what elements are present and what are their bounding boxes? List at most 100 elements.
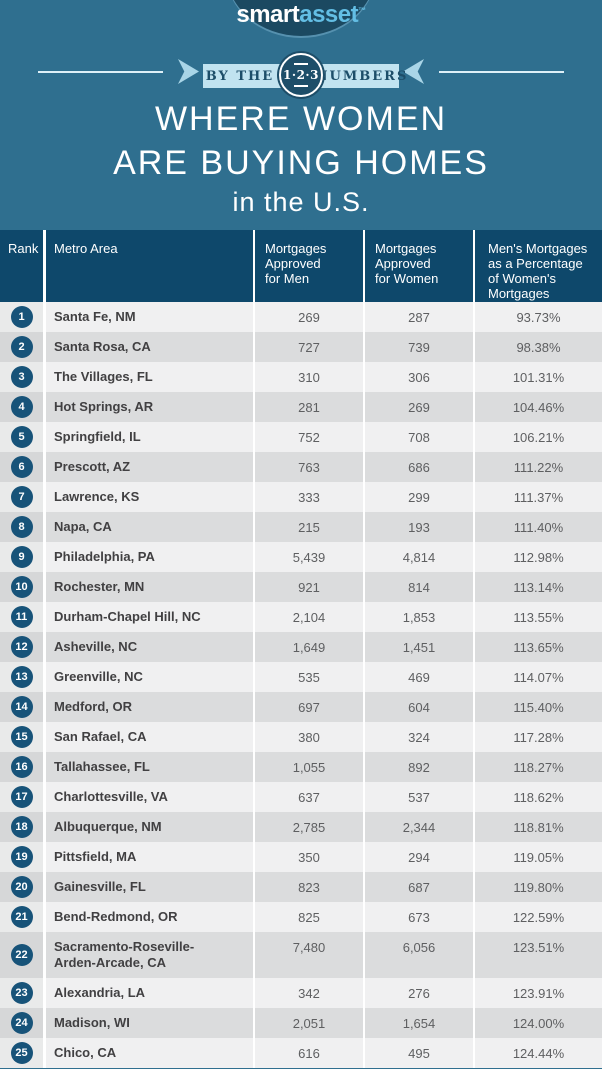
- mortgages-women-cell: 686: [365, 452, 473, 482]
- rank-badge: 8: [10, 516, 33, 538]
- mortgages-men-cell: 535: [255, 662, 363, 692]
- mortgages-women-cell: 1,654: [365, 1008, 473, 1038]
- mortgages-women-cell: 193: [365, 512, 473, 542]
- mortgages-women-cell: 324: [365, 722, 473, 752]
- mortgages-men-cell: 215: [255, 512, 363, 542]
- mortgages-men-cell: 333: [255, 482, 363, 512]
- rank-cell: 24: [0, 1008, 43, 1038]
- rank-badge: 22: [10, 944, 33, 966]
- rank-cell: 8: [0, 512, 43, 542]
- rank-badge: 20: [10, 876, 33, 898]
- rank-cell: 1: [0, 302, 43, 332]
- mortgages-men-cell: 350: [255, 842, 363, 872]
- pct-cell: 112.98%: [475, 542, 602, 572]
- rank-cell: 19: [0, 842, 43, 872]
- mortgages-women-cell: 306: [365, 362, 473, 392]
- metro-area-cell: Gainesville, FL: [46, 872, 253, 902]
- rank-badge: 14: [10, 696, 33, 718]
- rank-badge: 18: [10, 816, 33, 838]
- smartasset-logo: smartasset™: [226, 0, 376, 36]
- metro-area-cell: Madison, WI: [46, 1008, 253, 1038]
- metro-area-cell: Tallahassee, FL: [46, 752, 253, 782]
- metro-area-cell: San Rafael, CA: [46, 722, 253, 752]
- rank-cell: 17: [0, 782, 43, 812]
- rank-cell: 14: [0, 692, 43, 722]
- metro-area-cell: Rochester, MN: [46, 572, 253, 602]
- mortgages-women-cell: 287: [365, 302, 473, 332]
- rank-badge: 23: [10, 982, 33, 1004]
- metro-area-cell: Santa Fe, NM: [46, 302, 253, 332]
- mortgages-men-cell: 823: [255, 872, 363, 902]
- rank-cell: 12: [0, 632, 43, 662]
- rank-cell: 22: [0, 932, 43, 978]
- metro-area-cell: Durham-Chapel Hill, NC: [46, 602, 253, 632]
- mortgages-women-cell: 276: [365, 978, 473, 1008]
- rank-cell: 2: [0, 332, 43, 362]
- pct-cell: 113.55%: [475, 602, 602, 632]
- rank-badge: 6: [10, 456, 33, 478]
- metro-area-cell: Springfield, IL: [46, 422, 253, 452]
- metro-area-cell: Charlottesville, VA: [46, 782, 253, 812]
- rank-cell: 15: [0, 722, 43, 752]
- mortgages-women-cell: 814: [365, 572, 473, 602]
- column-header-metro: Metro Area: [46, 230, 253, 302]
- rank-badge: 3: [10, 366, 33, 388]
- mortgages-men-cell: 281: [255, 392, 363, 422]
- rank-badge: 12: [10, 636, 33, 658]
- mortgages-women-cell: 294: [365, 842, 473, 872]
- pct-cell: 123.91%: [475, 978, 602, 1008]
- rank-cell: 21: [0, 902, 43, 932]
- one-two-three-badge: 1·2·3: [277, 51, 325, 99]
- mortgages-women-cell: 537: [365, 782, 473, 812]
- metro-area-cell: Greenville, NC: [46, 662, 253, 692]
- metro-area-cell: The Villages, FL: [46, 362, 253, 392]
- rank-badge: 24: [10, 1012, 33, 1034]
- mortgages-men-cell: 616: [255, 1038, 363, 1068]
- pct-cell: 113.65%: [475, 632, 602, 662]
- pct-cell: 119.80%: [475, 872, 602, 902]
- rank-cell: 4: [0, 392, 43, 422]
- rank-badge: 11: [10, 606, 33, 628]
- rank-cell: 6: [0, 452, 43, 482]
- pct-cell: 101.31%: [475, 362, 602, 392]
- mortgages-women-cell: 1,853: [365, 602, 473, 632]
- pct-cell: 106.21%: [475, 422, 602, 452]
- rank-badge: 9: [10, 546, 33, 568]
- metro-area-cell: Chico, CA: [46, 1038, 253, 1068]
- rank-cell: 25: [0, 1038, 43, 1068]
- pct-cell: 123.51%: [475, 932, 602, 978]
- metro-area-cell: Napa, CA: [46, 512, 253, 542]
- metro-area-cell: Lawrence, KS: [46, 482, 253, 512]
- rank-badge: 5: [10, 426, 33, 448]
- logo-word-asset: asset: [299, 1, 359, 28]
- mortgages-women-cell: 739: [365, 332, 473, 362]
- metro-area-cell: Prescott, AZ: [46, 452, 253, 482]
- mortgages-men-cell: 1,055: [255, 752, 363, 782]
- mortgages-women-cell: 604: [365, 692, 473, 722]
- column-header-rank: Rank: [0, 230, 43, 302]
- pct-cell: 98.38%: [475, 332, 602, 362]
- badge-top-tick: [294, 63, 308, 65]
- mortgages-men-cell: 752: [255, 422, 363, 452]
- mortgages-men-cell: 921: [255, 572, 363, 602]
- pct-cell: 118.62%: [475, 782, 602, 812]
- rank-badge: 21: [10, 906, 33, 928]
- title-line-1: WHERE WOMEN: [154, 100, 448, 138]
- mortgages-women-cell: 708: [365, 422, 473, 452]
- mortgages-women-cell: 495: [365, 1038, 473, 1068]
- metro-area-cell: Santa Rosa, CA: [46, 332, 253, 362]
- mortgages-women-cell: 673: [365, 902, 473, 932]
- mortgages-men-cell: 825: [255, 902, 363, 932]
- metro-area-cell: Albuquerque, NM: [46, 812, 253, 842]
- rank-badge: 2: [10, 336, 33, 358]
- mortgages-men-cell: 637: [255, 782, 363, 812]
- rank-badge: 10: [10, 576, 33, 598]
- metro-area-cell: Philadelphia, PA: [46, 542, 253, 572]
- mortgages-men-cell: 2,785: [255, 812, 363, 842]
- mortgages-women-cell: 469: [365, 662, 473, 692]
- rank-badge: 19: [10, 846, 33, 868]
- column-header-women: Mortgages Approved for Women: [365, 230, 473, 302]
- mortgages-men-cell: 269: [255, 302, 363, 332]
- header-section: smartasset™ BY THE NUMBERS 1·2·3 WHERE W…: [0, 0, 602, 230]
- pct-cell: 124.44%: [475, 1038, 602, 1068]
